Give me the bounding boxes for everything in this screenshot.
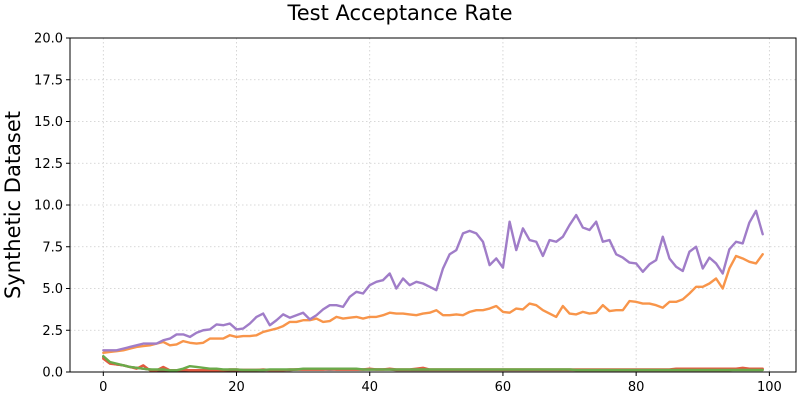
series-line-1: [102, 209, 764, 352]
series-group: [102, 209, 764, 372]
x-tick-label: 100: [757, 380, 782, 395]
y-tick-label: 17.5: [34, 73, 63, 88]
x-tick-label: 40: [361, 380, 378, 395]
y-tick-label: 20.0: [34, 32, 63, 47]
y-tick-label: 12.5: [34, 157, 63, 172]
chart-title: Test Acceptance Rate: [286, 1, 512, 25]
series-line-3: [102, 354, 764, 372]
y-tick-label: 7.5: [42, 240, 63, 255]
y-tick-label: 15.0: [34, 115, 63, 130]
y-tick-label: 5.0: [42, 282, 63, 297]
x-tick-label: 80: [628, 380, 645, 395]
y-tick-label: 0.0: [42, 366, 63, 381]
series-line-2: [102, 253, 764, 354]
x-axis: 0 20 40 60 80 100: [99, 372, 782, 395]
y-axis: 0.0 2.5 5.0 7.5 10.0 12.5 15.0 17.5 20.0: [34, 32, 70, 381]
x-tick-label: 60: [495, 380, 512, 395]
y-tick-label: 10.0: [34, 199, 63, 214]
y-axis-label: Synthetic Dataset: [1, 111, 25, 299]
grid: [70, 37, 796, 373]
y-tick-label: 2.5: [42, 324, 63, 339]
x-tick-label: 0: [99, 380, 107, 395]
x-tick-label: 20: [228, 380, 245, 395]
